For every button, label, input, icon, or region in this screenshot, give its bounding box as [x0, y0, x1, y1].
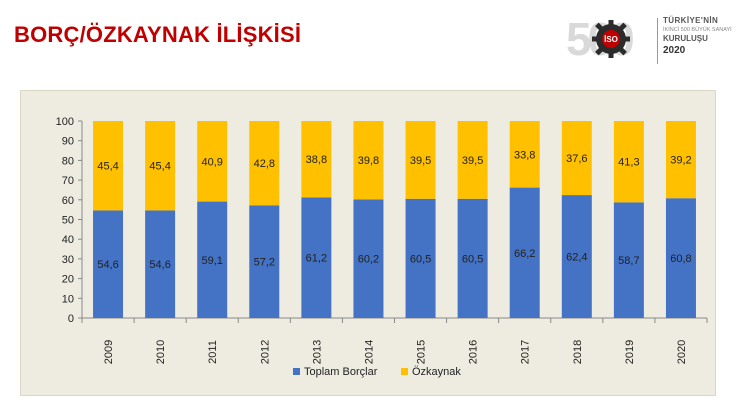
bar-ozkaynak	[561, 121, 592, 196]
x-tick-label: 2009	[103, 340, 115, 364]
bar-toplam-borclar	[665, 198, 696, 318]
x-tick-label: 2020	[676, 340, 688, 364]
data-label: 39,5	[410, 155, 431, 167]
legend-swatch	[293, 368, 300, 375]
data-label: 40,9	[201, 156, 222, 168]
x-tick-label: 2014	[363, 340, 375, 364]
x-tick-label: 2013	[311, 340, 323, 364]
y-tick-label: 50	[62, 215, 74, 227]
logo-line-1: TÜRKİYE'NİN	[663, 16, 719, 25]
logo: 500 İSO TÜRKİYE'NİN İKİNCİ 500 BÜYÜK SAN…	[566, 12, 736, 68]
y-tick-label: 20	[62, 274, 74, 286]
bar-ozkaynak	[509, 121, 540, 188]
y-tick-label: 80	[62, 155, 74, 167]
data-label: 45,4	[97, 161, 118, 173]
data-label: 39,2	[670, 155, 691, 167]
data-label: 66,2	[514, 248, 535, 260]
x-tick-label: 2015	[416, 340, 428, 364]
bar-toplam-borclar	[93, 210, 124, 318]
bar-ozkaynak	[197, 121, 228, 202]
logo-line-3: KURULUŞU	[663, 34, 708, 43]
y-tick-label: 0	[68, 313, 74, 325]
logo-text: TÜRKİYE'NİN İKİNCİ 500 BÜYÜK SANAYİ KURU…	[663, 16, 732, 57]
gear-icon: İSO	[592, 20, 630, 58]
logo-line-2: İKİNCİ 500 BÜYÜK SANAYİ	[663, 27, 732, 33]
data-label: 61,2	[306, 253, 327, 265]
bar-ozkaynak	[353, 121, 384, 200]
page-title: BORÇ/ÖZKAYNAK İLİŞKİSİ	[14, 22, 302, 47]
x-tick-label: 2012	[259, 340, 271, 364]
data-label: 60,5	[462, 253, 483, 265]
chart-panel: 0 10 20 30 40 50 60 70 80 90 100 54,6 45,4 2009 54,6 45…	[20, 90, 716, 396]
y-tick-label: 70	[62, 175, 74, 187]
logo-line-4: 2020	[663, 45, 686, 56]
data-label: 60,8	[670, 253, 691, 265]
data-label: 42,8	[254, 158, 275, 170]
data-label: 39,5	[462, 155, 483, 167]
bar-ozkaynak	[613, 121, 644, 203]
y-tick-label: 10	[62, 293, 74, 305]
bar-toplam-borclar	[353, 199, 384, 318]
bar-ozkaynak	[93, 121, 124, 211]
bar-toplam-borclar	[145, 210, 176, 318]
y-tick-label: 30	[62, 254, 74, 266]
y-tick-label: 60	[62, 195, 74, 207]
data-label: 62,4	[566, 252, 587, 264]
bar-toplam-borclar	[405, 198, 436, 318]
data-label: 37,6	[566, 153, 587, 165]
x-tick-label: 2018	[572, 340, 584, 364]
data-label: 60,5	[410, 253, 431, 265]
data-label: 57,2	[254, 257, 275, 269]
bar-ozkaynak	[301, 121, 332, 198]
data-label: 33,8	[514, 149, 535, 161]
gear-label: İSO	[604, 35, 618, 44]
legend-label: Özkaynak	[412, 366, 461, 378]
x-tick-label: 2017	[520, 340, 532, 364]
bar-ozkaynak	[457, 121, 488, 199]
data-label: 45,4	[149, 161, 170, 173]
legend-swatch	[401, 368, 408, 375]
bar-toplam-borclar	[613, 202, 644, 318]
bar-ozkaynak	[405, 121, 436, 199]
data-label: 58,7	[618, 255, 639, 267]
data-label: 54,6	[97, 259, 118, 271]
data-label: 38,8	[306, 154, 327, 166]
data-label: 60,2	[358, 254, 379, 266]
y-tick-label: 40	[62, 234, 74, 246]
bar-toplam-borclar	[301, 197, 332, 318]
data-label: 59,1	[201, 255, 222, 267]
bar-ozkaynak	[665, 121, 696, 199]
bar-ozkaynak	[145, 121, 176, 211]
logo-divider	[657, 18, 658, 64]
bar-toplam-borclar	[561, 195, 592, 318]
stacked-bar-chart: 0 10 20 30 40 50 60 70 80 90 100 54,6 45,4 2009 54,6 45…	[56, 116, 708, 378]
data-label: 39,8	[358, 155, 379, 167]
x-tick-label: 2010	[155, 340, 167, 364]
y-tick-label: 100	[56, 116, 74, 128]
bar-toplam-borclar	[509, 187, 540, 318]
bar-toplam-borclar	[457, 198, 488, 318]
data-label: 41,3	[618, 157, 639, 169]
bar-toplam-borclar	[249, 205, 280, 318]
y-tick-label: 90	[62, 136, 74, 148]
data-label: 54,6	[149, 259, 170, 271]
bar-toplam-borclar	[197, 201, 228, 318]
x-tick-label: 2011	[207, 340, 219, 364]
x-tick-label: 2019	[624, 340, 636, 364]
x-tick-label: 2016	[468, 340, 480, 364]
bar-ozkaynak	[249, 121, 280, 206]
legend-label: Toplam Borçlar	[304, 366, 378, 378]
